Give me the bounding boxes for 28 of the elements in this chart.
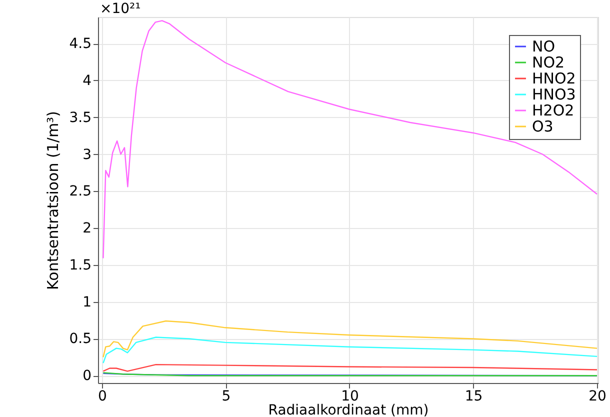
x-axis-title: Radiaalkordinaat (mm) bbox=[268, 402, 429, 417]
x-tick-label: 20 bbox=[588, 388, 606, 404]
y-tick-label: 2.5 bbox=[69, 184, 92, 200]
x-tick-label: 0 bbox=[98, 388, 107, 404]
y-tick-label: 4.5 bbox=[69, 36, 92, 52]
y-tick-label: 1.5 bbox=[69, 257, 92, 274]
x-tick-label: 10 bbox=[341, 388, 359, 404]
legend-label: HNO2 bbox=[532, 70, 576, 88]
y-tick-label: 4 bbox=[82, 72, 92, 89]
y-tick-label: 2 bbox=[82, 220, 92, 237]
x-tick-label: 15 bbox=[464, 388, 483, 404]
y-tick-label: 1 bbox=[82, 294, 92, 310]
y-tick-label: 0 bbox=[82, 368, 92, 384]
line-series bbox=[102, 20, 598, 259]
y-axis-title: Kontsentratsioon (1/m³) bbox=[44, 111, 62, 290]
y-tick-label: 0.5 bbox=[69, 331, 92, 348]
line-series bbox=[102, 336, 598, 364]
text: ×10²¹ bbox=[100, 1, 141, 17]
legend-label: NO bbox=[532, 38, 556, 56]
legend-label: H2O2 bbox=[532, 102, 574, 120]
y-tick-label: 3.5 bbox=[69, 110, 92, 126]
line-series bbox=[102, 364, 598, 372]
legend-label: O3 bbox=[532, 118, 554, 136]
y-tick-label: 3 bbox=[82, 146, 92, 163]
line-series bbox=[102, 320, 598, 358]
legend-label: HNO3 bbox=[532, 86, 576, 104]
legend-label: NO2 bbox=[532, 54, 565, 72]
x-tick-label: 5 bbox=[222, 388, 231, 404]
